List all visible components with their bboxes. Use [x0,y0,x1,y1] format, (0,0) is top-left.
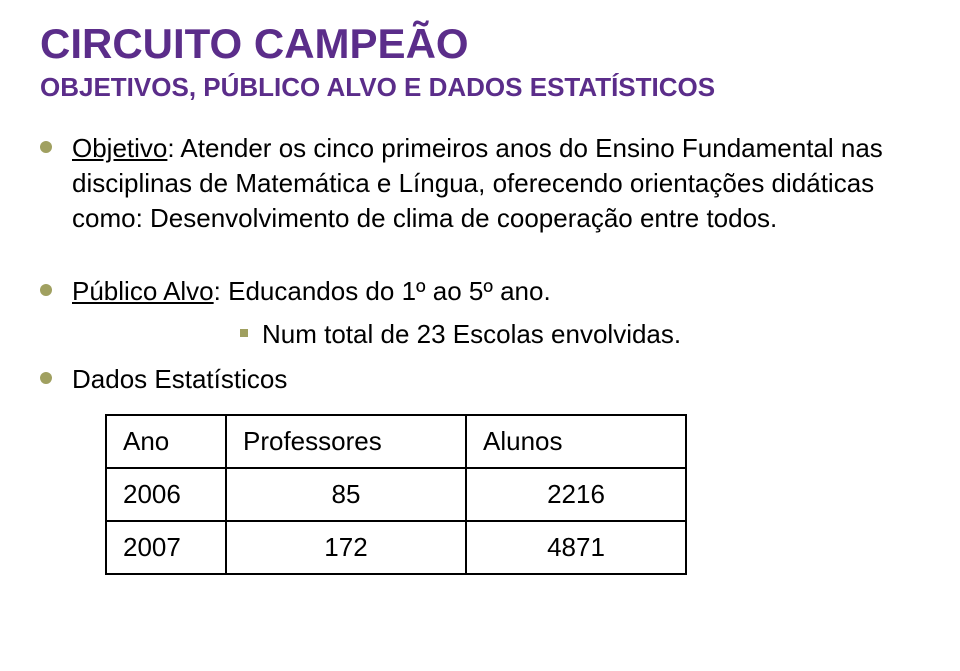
bullet-publico: Público Alvo: Educandos do 1º ao 5º ano. [40,274,910,309]
sub-bullet: Num total de 23 Escolas envolvidas. [240,317,910,352]
publico-label: Público Alvo [72,276,214,306]
objetivo-body: : Atender os cinco primeiros anos do Ens… [72,133,883,233]
bullet-icon [40,372,52,384]
stats-table-wrap: Ano Professores Alunos 2006 85 2216 2007… [105,414,910,575]
publico-body: : Educandos do 1º ao 5º ano. [214,276,551,306]
cell-prof: 85 [226,468,466,521]
bullet-dados: Dados Estatísticos [40,362,910,397]
bullet-text: Objetivo: Atender os cinco primeiros ano… [72,131,910,236]
header-ano: Ano [106,415,226,468]
dados-text: Dados Estatísticos [72,362,287,397]
cell-alun: 2216 [466,468,686,521]
bullet-text: Público Alvo: Educandos do 1º ao 5º ano. [72,274,551,309]
bullet-icon [40,141,52,153]
stats-table: Ano Professores Alunos 2006 85 2216 2007… [105,414,687,575]
objetivo-label: Objetivo [72,133,167,163]
bullet-objetivo: Objetivo: Atender os cinco primeiros ano… [40,131,910,236]
sub-bullet-icon [240,329,248,337]
table-row: 2007 172 4871 [106,521,686,574]
header-alun: Alunos [466,415,686,468]
cell-ano: 2007 [106,521,226,574]
table-row: Ano Professores Alunos [106,415,686,468]
cell-ano: 2006 [106,468,226,521]
header-prof: Professores [226,415,466,468]
cell-alun: 4871 [466,521,686,574]
table-row: 2006 85 2216 [106,468,686,521]
sub-bullet-text: Num total de 23 Escolas envolvidas. [262,317,681,352]
page-subtitle: OBJETIVOS, PÚBLICO ALVO E DADOS ESTATÍST… [40,72,910,103]
page-title: CIRCUITO CAMPEÃO [40,20,910,68]
bullet-icon [40,284,52,296]
cell-prof: 172 [226,521,466,574]
